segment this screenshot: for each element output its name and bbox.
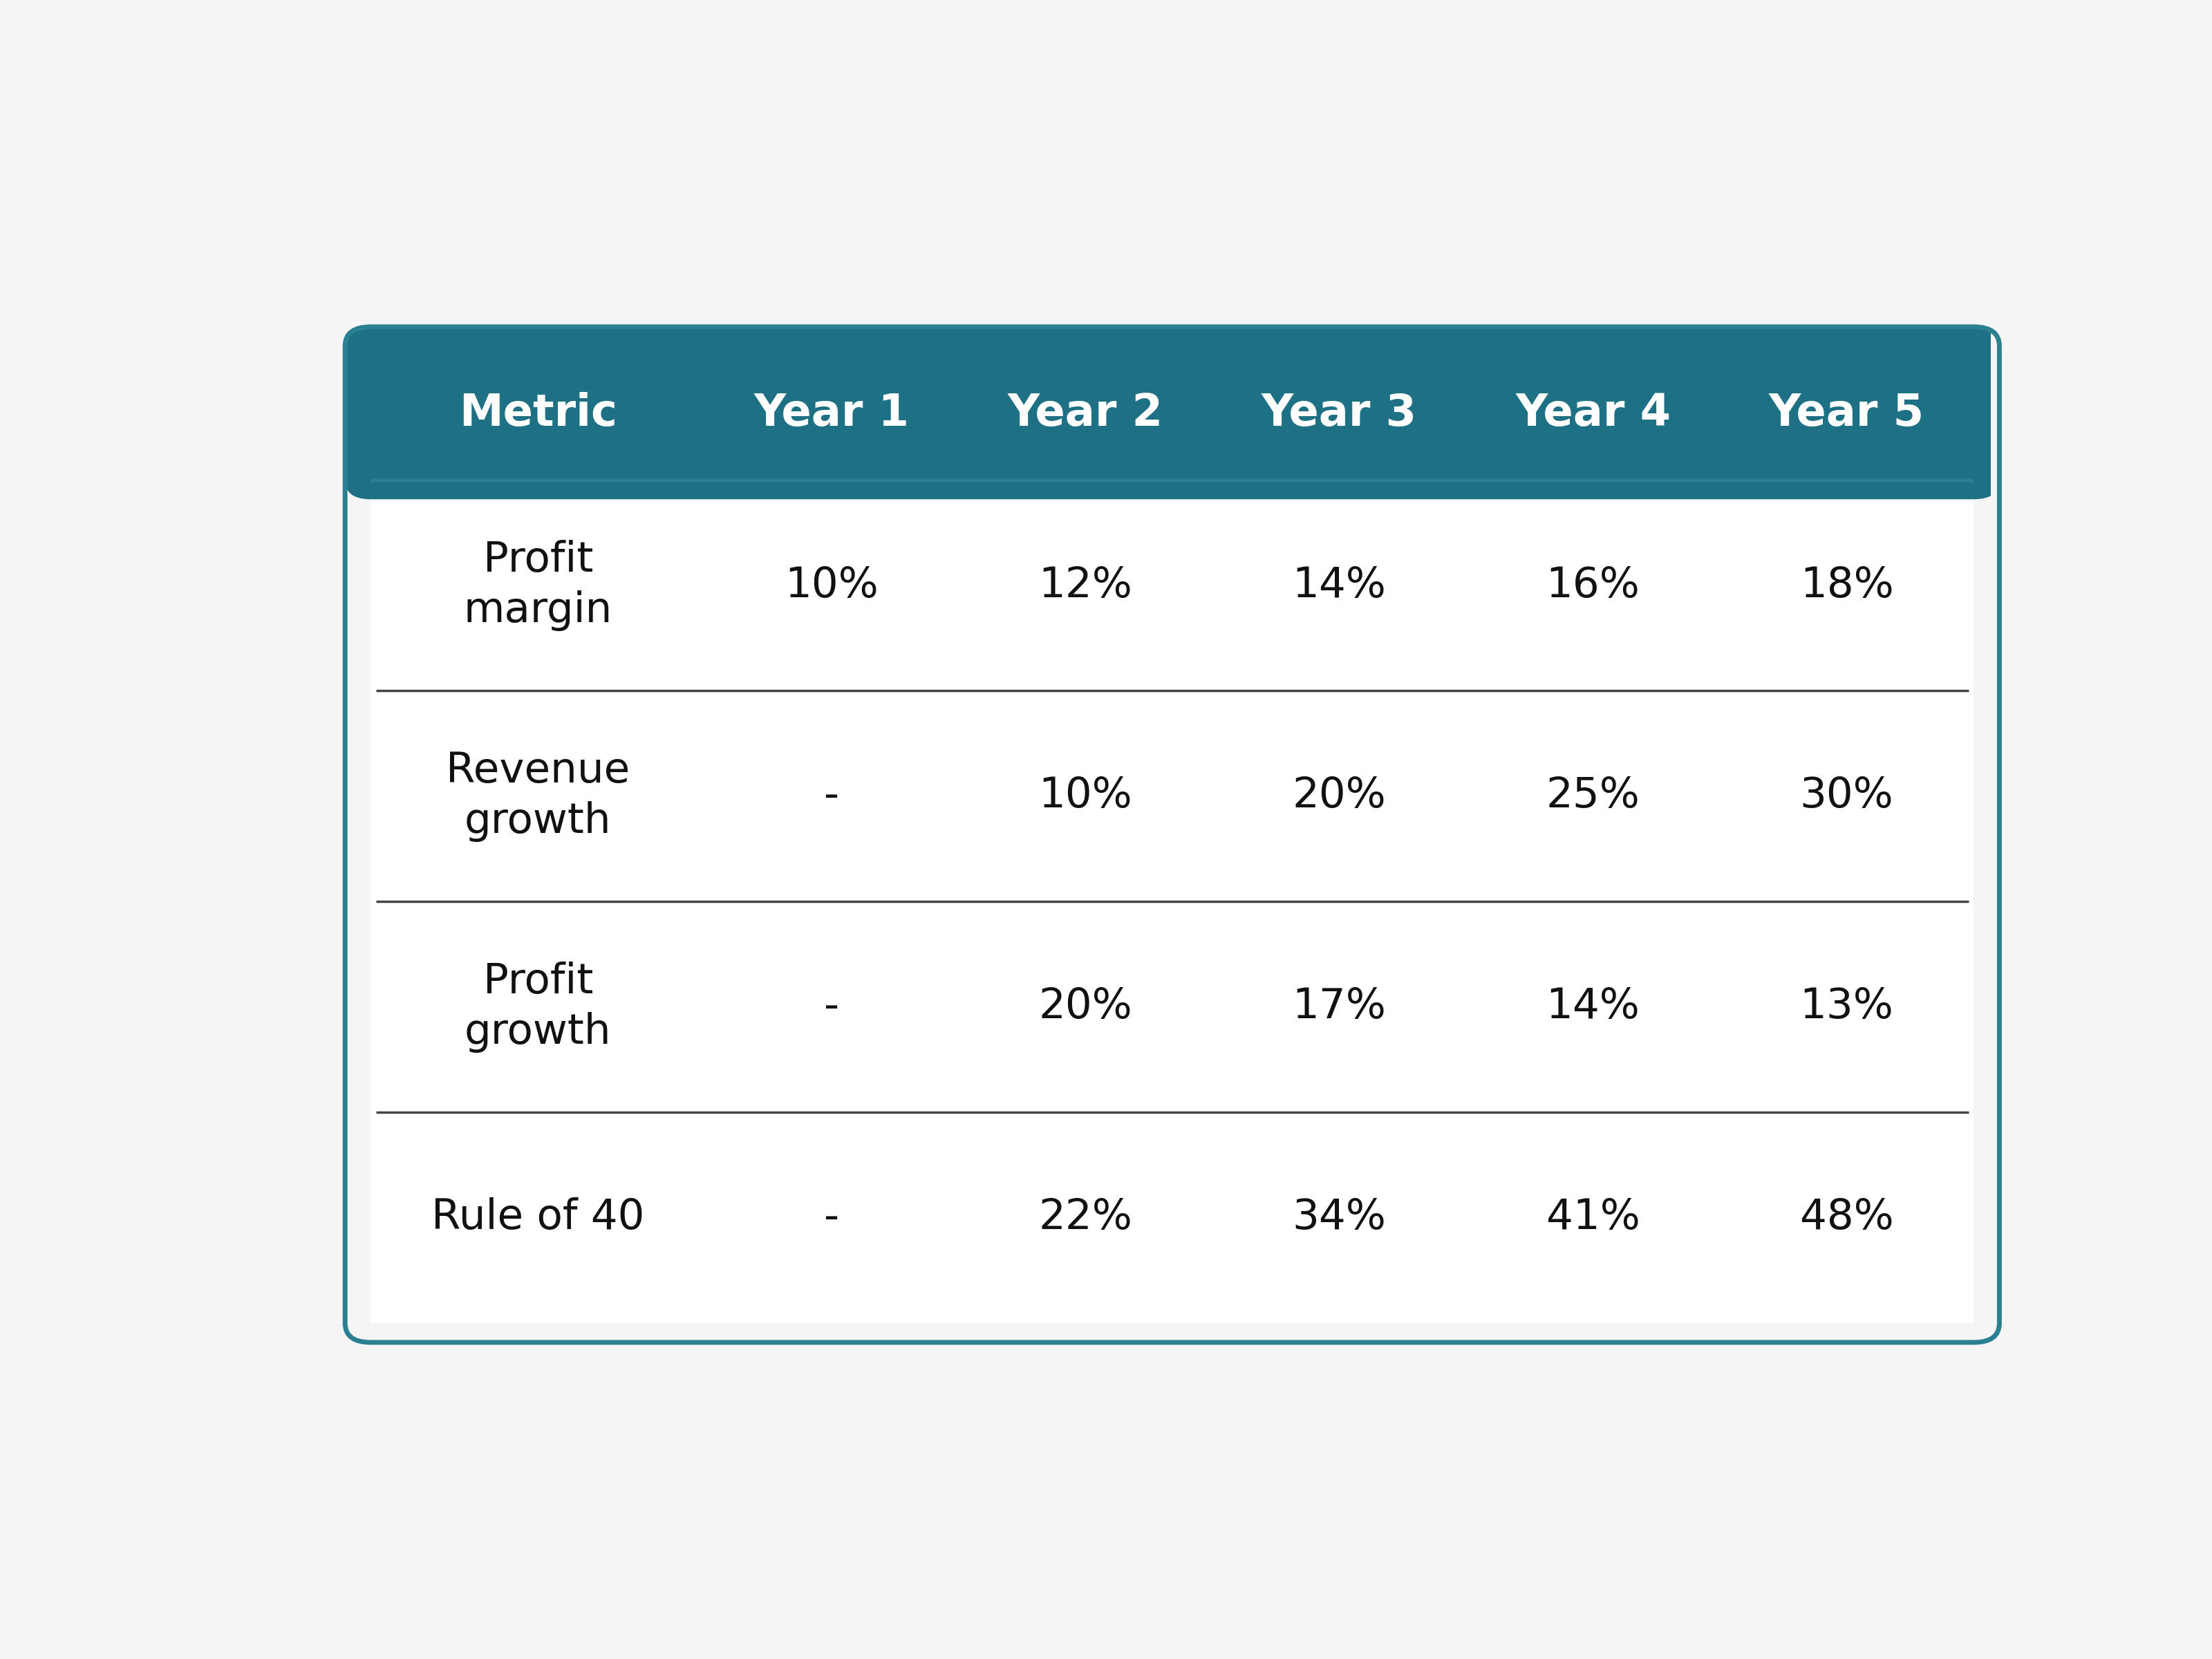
Text: 10%: 10% [1040, 776, 1133, 816]
Text: Year 4: Year 4 [1515, 392, 1670, 435]
Text: 20%: 20% [1040, 987, 1133, 1027]
Text: 22%: 22% [1040, 1198, 1133, 1238]
Text: Metric: Metric [458, 392, 617, 435]
Text: -: - [825, 987, 841, 1027]
Bar [372, 479, 1973, 1324]
Text: 34%: 34% [1292, 1198, 1387, 1238]
Text: Profit
growth: Profit growth [465, 962, 611, 1052]
Text: 20%: 20% [1292, 776, 1387, 816]
Text: 30%: 30% [1801, 776, 1893, 816]
Text: Year 5: Year 5 [1770, 392, 1924, 435]
Text: Revenue
growth: Revenue growth [447, 752, 630, 841]
Bar [372, 420, 1973, 479]
Text: 13%: 13% [1801, 987, 1893, 1027]
Text: 48%: 48% [1801, 1198, 1893, 1238]
Text: 16%: 16% [1546, 566, 1639, 606]
Text: Rule of 40: Rule of 40 [431, 1198, 644, 1238]
Text: Year 1: Year 1 [754, 392, 909, 435]
Text: 18%: 18% [1801, 566, 1893, 606]
Text: 10%: 10% [785, 566, 878, 606]
Text: 14%: 14% [1292, 566, 1387, 606]
Text: Year 2: Year 2 [1009, 392, 1164, 435]
Text: 41%: 41% [1546, 1198, 1639, 1238]
Text: Profit
margin: Profit margin [465, 539, 613, 630]
Text: -: - [825, 776, 841, 816]
FancyBboxPatch shape [345, 327, 2000, 499]
Text: -: - [825, 1198, 841, 1238]
Text: 14%: 14% [1546, 987, 1639, 1027]
Text: 17%: 17% [1292, 987, 1387, 1027]
Text: Year 3: Year 3 [1261, 392, 1418, 435]
Text: 12%: 12% [1040, 566, 1133, 606]
Text: 25%: 25% [1546, 776, 1639, 816]
